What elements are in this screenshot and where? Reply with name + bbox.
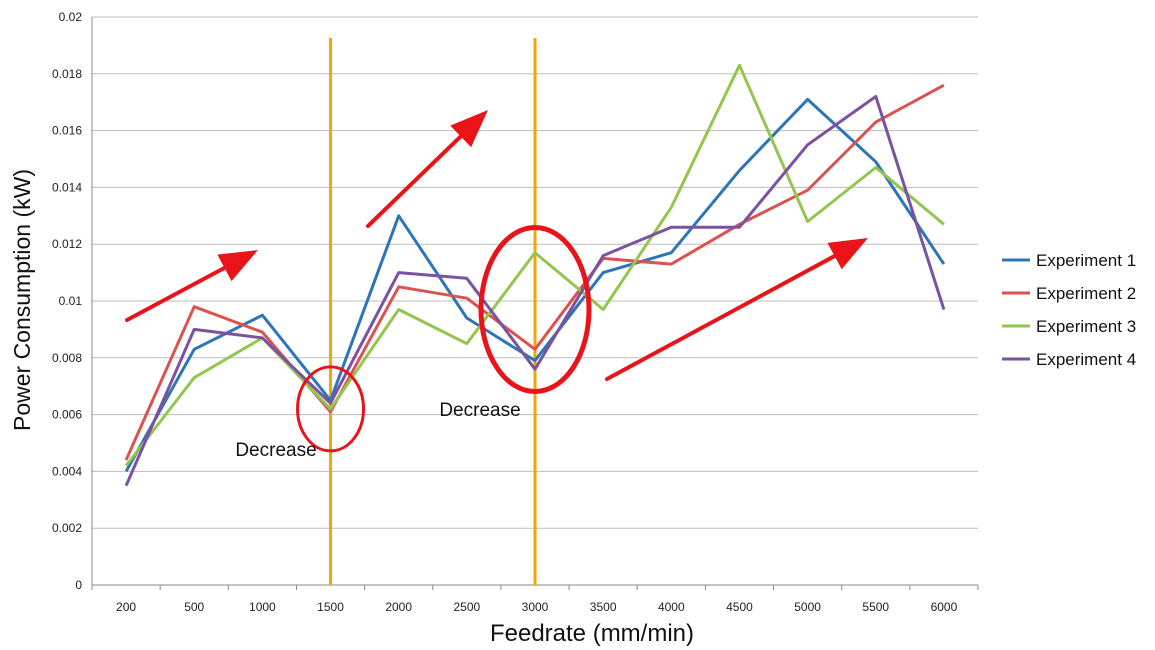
trend-arrow-shaft bbox=[125, 265, 227, 322]
y-tick-label: 0.016 bbox=[52, 124, 82, 138]
y-tick-label: 0.018 bbox=[52, 67, 82, 81]
x-tick-label: 3000 bbox=[522, 600, 549, 614]
y-tick-label: 0 bbox=[75, 578, 82, 592]
highlight-shapes bbox=[125, 110, 868, 453]
y-tick-label: 0.012 bbox=[52, 237, 82, 251]
x-axis-title: Feedrate (mm/min) bbox=[490, 620, 694, 647]
x-tick-label: 6000 bbox=[931, 600, 958, 614]
x-tick-label: 3500 bbox=[590, 600, 617, 614]
y-tick-label: 0.002 bbox=[52, 521, 82, 535]
trend-arrow-head bbox=[217, 250, 258, 282]
series-line-2 bbox=[124, 83, 945, 461]
y-tick-label: 0.006 bbox=[52, 408, 82, 422]
y-axis-title: Power Consumption (kW) bbox=[9, 169, 35, 431]
trend-arrow-shaft bbox=[605, 254, 837, 381]
legend: Experiment 1 Experiment 2 Experiment 3 Expe… bbox=[1002, 251, 1136, 369]
annotation-decrease: Decrease bbox=[439, 400, 520, 421]
y-tick-label: 0.008 bbox=[52, 351, 82, 365]
annotation-decrease: Decrease bbox=[235, 440, 316, 461]
trend-arrow-shaft bbox=[366, 134, 463, 228]
y-tick-label: 0.01 bbox=[59, 294, 83, 308]
y-axis-ticks: 0 0.002 0.004 0.006 0.008 0.01 0.012 0.014 0.016… bbox=[52, 10, 82, 592]
trend-arrow-head bbox=[450, 110, 488, 148]
highlight-ellipse-small bbox=[296, 365, 366, 453]
series-line-1 bbox=[124, 97, 946, 473]
annotations: Decrease Decrease bbox=[235, 400, 520, 461]
y-tick-label: 0.02 bbox=[59, 10, 83, 24]
x-tick-label: 5000 bbox=[794, 600, 821, 614]
x-tick-label: 500 bbox=[184, 600, 204, 614]
legend-entry-label: Experiment 3 bbox=[1036, 317, 1136, 336]
legend-entry-label: Experiment 2 bbox=[1036, 284, 1136, 303]
x-tick-label: 200 bbox=[116, 600, 136, 614]
y-tick-label: 0.004 bbox=[52, 464, 82, 478]
series-lines bbox=[124, 63, 946, 487]
highlight-ellipse-large bbox=[478, 225, 592, 395]
x-tick-label: 2500 bbox=[453, 600, 480, 614]
x-tick-label: 4000 bbox=[658, 600, 685, 614]
x-tick-label: 5500 bbox=[862, 600, 889, 614]
y-tick-label: 0.014 bbox=[52, 180, 82, 194]
vertical-markers bbox=[329, 38, 537, 585]
x-tick-label: 1500 bbox=[317, 600, 344, 614]
trend-arrow-head bbox=[827, 238, 868, 270]
legend-entry-label: Experiment 1 bbox=[1036, 251, 1136, 270]
x-tick-label: 4500 bbox=[726, 600, 753, 614]
series-line-4 bbox=[124, 95, 946, 487]
legend-entry-label: Experiment 4 bbox=[1036, 350, 1136, 369]
x-tick-label: 1000 bbox=[249, 600, 276, 614]
x-tick-label: 2000 bbox=[385, 600, 412, 614]
x-axis-ticks: 200 500 1000 1500 2000 2500 3000 3500 4000 4500 50… bbox=[91, 585, 979, 614]
